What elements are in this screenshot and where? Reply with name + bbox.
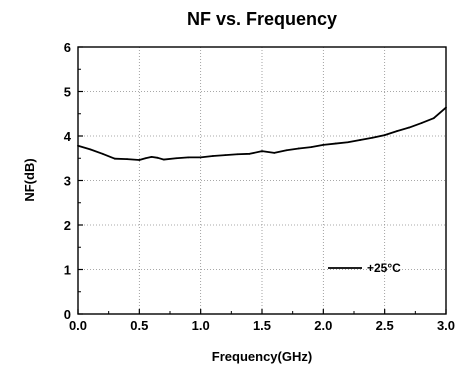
x-tick-label: 2.5 [376,318,394,333]
data-point [224,154,227,157]
plot-frame [77,46,447,315]
data-point [261,150,263,153]
x-tick-label: 2.0 [314,318,332,333]
y-tick-label: 0 [64,307,71,322]
x-axis-label: Frequency(GHz) [212,349,312,364]
data-point [383,134,386,137]
data-point [89,148,92,151]
x-tick-label: 0.5 [130,318,148,333]
data-point [101,152,104,155]
data-point [162,158,165,161]
legend-label: +25°C [367,261,401,275]
data-point [113,157,116,160]
y-axis-label: NF(dB) [22,158,37,201]
data-point [396,130,398,133]
y-tick-label: 3 [64,174,71,189]
y-tick-labels: 0 1 2 3 4 5 6 [64,40,72,322]
data-point [322,144,325,146]
data-point [432,117,435,120]
x-tick-label: 3.0 [437,318,455,333]
x-tick-labels: 0.0 0.5 1.0 1.5 2.0 2.5 3.0 [69,318,455,333]
data-point [359,139,362,141]
data-point [371,136,374,139]
data-point [144,157,147,160]
y-tick-label: 2 [64,218,71,233]
data-point [156,156,159,159]
x-tick-label: 1.5 [253,318,271,333]
data-point [310,146,312,149]
data-point [273,152,276,154]
data-point [346,141,349,144]
data-point [236,153,239,156]
data-point [150,156,153,158]
data-point [199,156,202,159]
series-layer [77,106,447,161]
x-tick-label: 1.0 [192,318,210,333]
data-point [138,159,141,161]
legend: +25°C [328,261,401,275]
y-tick-label: 5 [64,85,71,100]
data-point [408,126,411,129]
data-point [445,106,447,109]
data-point [212,155,214,157]
data-point [285,149,288,152]
data-point [297,147,300,150]
x-tick-label: 0.0 [69,318,87,333]
data-point [420,122,423,124]
data-point [248,152,251,155]
y-tick-label: 1 [64,263,71,278]
y-tick-label: 4 [64,129,72,144]
data-point [126,158,128,161]
chart-title: NF vs. Frequency [187,9,337,29]
data-point [77,144,79,147]
y-tick-label: 6 [64,40,71,55]
data-point [175,157,178,160]
data-point [187,156,190,159]
data-point [334,142,337,145]
